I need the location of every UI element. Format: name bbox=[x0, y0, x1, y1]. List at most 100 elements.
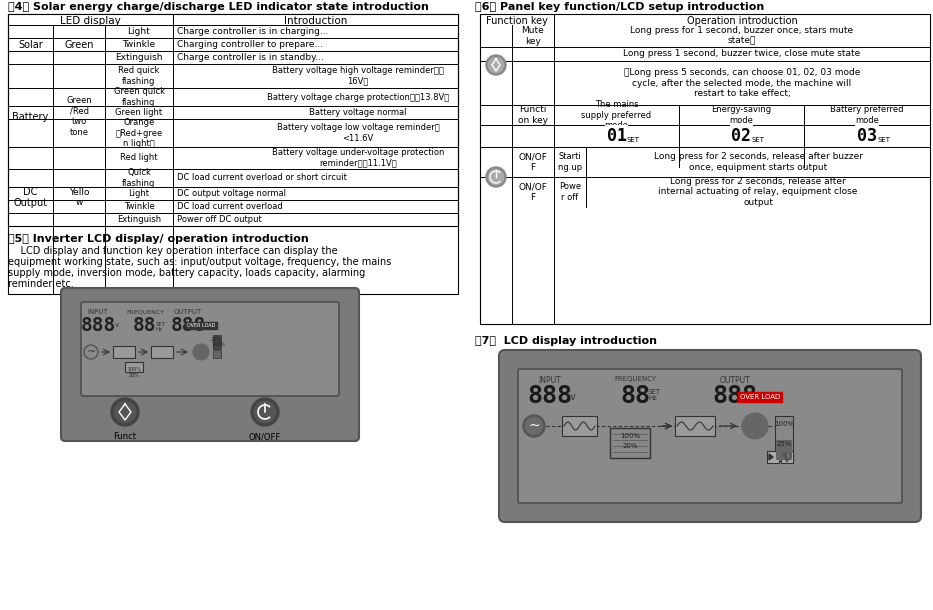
Bar bbox=[781, 451, 793, 463]
Text: !: ! bbox=[786, 453, 788, 459]
Bar bbox=[776, 440, 792, 460]
Text: Extinguish: Extinguish bbox=[116, 53, 162, 62]
Text: ~: ~ bbox=[528, 419, 540, 433]
Text: Long press for 2 seconds, release after buzzer
once, equipment starts output: Long press for 2 seconds, release after … bbox=[653, 152, 862, 171]
Text: Battery voltage high voltage reminder；＞
16V；: Battery voltage high voltage reminder；＞ … bbox=[272, 66, 444, 85]
Circle shape bbox=[193, 344, 209, 360]
Text: Battery voltage charge protection；＞13.8V；: Battery voltage charge protection；＞13.8V… bbox=[267, 93, 449, 101]
Text: INPUT: INPUT bbox=[88, 309, 108, 315]
Text: 100%: 100% bbox=[774, 421, 794, 427]
Text: （4） Solar energy charge/discharge LED indicator state introduction: （4） Solar energy charge/discharge LED in… bbox=[8, 2, 429, 12]
Text: ；Long press 5 seconds, can choose 01, 02, 03 mode
cycle, after the selected mode: ；Long press 5 seconds, can choose 01, 02… bbox=[624, 68, 860, 98]
Text: ON/OF
F: ON/OF F bbox=[519, 182, 548, 202]
Text: Extinguish: Extinguish bbox=[117, 215, 161, 224]
Text: 888: 888 bbox=[713, 384, 758, 408]
Circle shape bbox=[488, 57, 504, 73]
FancyBboxPatch shape bbox=[499, 350, 921, 522]
Text: Solar: Solar bbox=[18, 40, 43, 49]
Bar bbox=[610, 428, 650, 458]
Text: （7）  LCD display introduction: （7） LCD display introduction bbox=[475, 336, 657, 346]
Text: Green light: Green light bbox=[116, 108, 162, 117]
Text: OVER LOAD: OVER LOAD bbox=[740, 394, 780, 400]
Bar bbox=[480, 14, 930, 25]
Text: v: v bbox=[570, 392, 576, 402]
Text: supply mode, inversion mode, battery capacity, loads capacity, alarming: supply mode, inversion mode, battery cap… bbox=[8, 268, 365, 278]
Circle shape bbox=[486, 167, 506, 187]
Text: Functi
on key: Functi on key bbox=[518, 106, 548, 124]
Text: Red light: Red light bbox=[120, 154, 158, 162]
Text: Long press 1 second, buzzer twice, close mute state: Long press 1 second, buzzer twice, close… bbox=[623, 49, 860, 59]
Text: Quick
flashing: Quick flashing bbox=[122, 168, 156, 188]
Text: DC output voltage normal: DC output voltage normal bbox=[177, 189, 286, 198]
Text: LCD display and function key operation interface can display the: LCD display and function key operation i… bbox=[8, 246, 338, 256]
Text: Hz: Hz bbox=[156, 327, 163, 332]
Circle shape bbox=[251, 398, 279, 426]
Text: SET: SET bbox=[648, 389, 661, 395]
Text: Yello
w: Yello w bbox=[69, 188, 90, 207]
Text: DC load current overload or short circuit: DC load current overload or short circui… bbox=[177, 173, 347, 182]
Bar bbox=[8, 14, 458, 294]
Text: （6） Panel key function/LCD setup introduction: （6） Panel key function/LCD setup introdu… bbox=[475, 2, 764, 12]
Text: （5） Inverter LCD display/ operation introduction: （5） Inverter LCD display/ operation intr… bbox=[8, 234, 309, 244]
Circle shape bbox=[742, 413, 768, 439]
Text: OUTPUT: OUTPUT bbox=[719, 376, 750, 385]
Text: ~: ~ bbox=[87, 347, 95, 357]
Circle shape bbox=[111, 398, 139, 426]
Text: Battery: Battery bbox=[12, 112, 49, 121]
Text: OUTPUT: OUTPUT bbox=[174, 309, 202, 315]
FancyBboxPatch shape bbox=[518, 369, 902, 503]
Bar bbox=[213, 335, 221, 349]
Text: OVER LOAD: OVER LOAD bbox=[187, 323, 216, 328]
Text: Hz: Hz bbox=[648, 395, 657, 401]
Text: Funct: Funct bbox=[114, 432, 136, 441]
Text: Starti
ng up: Starti ng up bbox=[558, 152, 582, 171]
FancyBboxPatch shape bbox=[61, 288, 359, 441]
Text: Green
/Red
two
tone: Green /Red two tone bbox=[66, 96, 91, 137]
Text: Long press for 2 seconds, release after
internal actuating of relay, equipment c: Long press for 2 seconds, release after … bbox=[659, 177, 857, 207]
Polygon shape bbox=[769, 454, 773, 460]
Bar bbox=[213, 350, 221, 358]
FancyBboxPatch shape bbox=[81, 302, 339, 396]
Text: Introduction: Introduction bbox=[284, 16, 347, 26]
Text: ON/OF
F: ON/OF F bbox=[519, 152, 548, 171]
Text: v: v bbox=[203, 322, 207, 328]
Text: DC
Output: DC Output bbox=[13, 187, 48, 208]
Circle shape bbox=[488, 169, 504, 185]
Text: Green: Green bbox=[64, 40, 93, 49]
Text: DC load current overload: DC load current overload bbox=[177, 202, 283, 211]
Text: LED display: LED display bbox=[60, 16, 121, 26]
Circle shape bbox=[523, 415, 545, 437]
Text: Charge controller is in charging...: Charge controller is in charging... bbox=[177, 27, 328, 36]
Text: Red quick
flashing: Red quick flashing bbox=[118, 66, 160, 85]
Circle shape bbox=[254, 401, 276, 423]
Text: 888: 888 bbox=[171, 316, 205, 335]
Circle shape bbox=[486, 55, 506, 75]
Bar bbox=[775, 416, 793, 461]
Circle shape bbox=[525, 417, 543, 435]
Text: Battery voltage normal: Battery voltage normal bbox=[309, 108, 407, 117]
Bar bbox=[480, 14, 930, 324]
Text: Long press for 1 second, buzzer once, stars mute
state；: Long press for 1 second, buzzer once, st… bbox=[631, 26, 854, 46]
Text: 20%: 20% bbox=[129, 373, 139, 378]
Text: SET: SET bbox=[156, 322, 166, 327]
Text: INPUT: INPUT bbox=[538, 376, 562, 385]
Text: Energy-saving
mode: Energy-saving mode bbox=[712, 106, 772, 124]
Text: 25%: 25% bbox=[776, 441, 792, 447]
Circle shape bbox=[114, 401, 136, 423]
Text: 02: 02 bbox=[731, 127, 751, 145]
Text: SET: SET bbox=[751, 137, 764, 143]
Text: equipment working state, such as: input/output voltage, frequency, the mains: equipment working state, such as: input/… bbox=[8, 257, 391, 267]
Text: Function key: Function key bbox=[486, 16, 548, 26]
Text: 20%: 20% bbox=[622, 443, 638, 449]
Text: Light: Light bbox=[129, 189, 149, 198]
Text: Mute
key: Mute key bbox=[522, 26, 544, 46]
Text: Operation introduction: Operation introduction bbox=[687, 16, 798, 26]
Text: Powe
r off: Powe r off bbox=[559, 182, 581, 202]
Text: 03: 03 bbox=[857, 127, 877, 145]
Text: 100%: 100% bbox=[620, 433, 640, 439]
Text: ON/OFF: ON/OFF bbox=[249, 432, 281, 441]
Text: 888: 888 bbox=[527, 384, 573, 408]
Text: Battery voltage under-voltage protection
reminder；＜11.1V；: Battery voltage under-voltage protection… bbox=[272, 148, 444, 168]
Text: 100%: 100% bbox=[211, 342, 225, 347]
Text: 01: 01 bbox=[606, 127, 626, 145]
